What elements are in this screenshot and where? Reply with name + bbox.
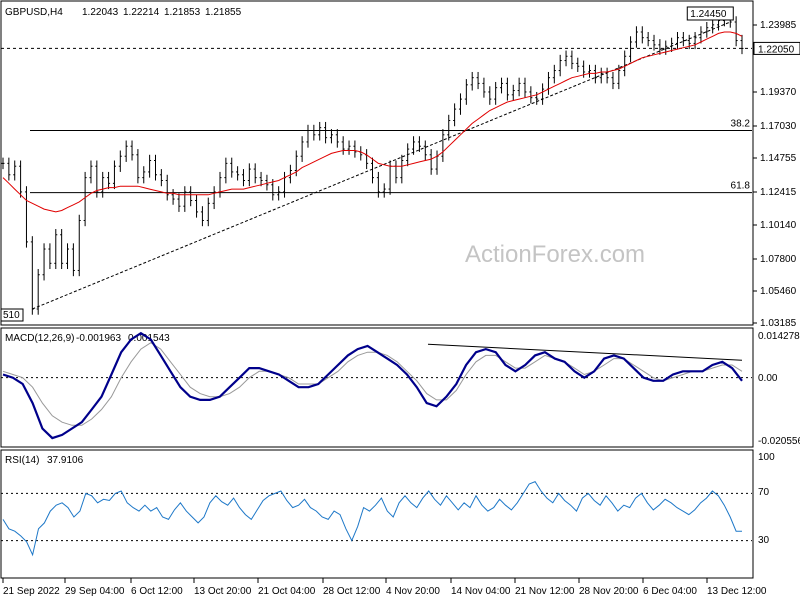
watermark: ActionForex.com (465, 241, 645, 268)
x-tick-label: 21 Oct 04:00 (258, 586, 316, 597)
x-tick-label: 14 Nov 04:00 (451, 586, 511, 597)
fib-level-label: 38.2 (731, 119, 751, 130)
rsi-label: RSI(14) (5, 455, 39, 466)
macd-tick-label: 0.00 (758, 373, 778, 384)
rsi-panel-frame (0, 449, 754, 579)
rsi-line (2, 480, 743, 557)
moving-average-line (2, 31, 743, 213)
x-tick-label: 13 Dec 12:00 (707, 586, 767, 597)
high-value: 1.22214 (123, 7, 160, 18)
macd-value: -0.001963 (76, 333, 121, 344)
x-tick-label: 13 Oct 20:00 (194, 586, 252, 597)
price-panel-frame (0, 0, 754, 326)
macd-line (2, 331, 743, 440)
x-tick-label: 28 Oct 12:00 (323, 586, 381, 597)
low-value: 1.21853 (164, 7, 201, 18)
rsi-header: RSI(14) 37.9106 (5, 455, 84, 466)
high-label: 1.24450 (690, 9, 727, 20)
low-label: 510 (3, 310, 20, 321)
close-value: 1.21855 (205, 7, 242, 18)
macd-trendline (427, 343, 743, 361)
current-price-tag (753, 41, 800, 55)
x-tick-label: 28 Nov 20:00 (579, 586, 639, 597)
price-tick-label: 1.10140 (760, 220, 797, 231)
high-label-box (686, 6, 734, 21)
symbol-label: GBPUSD,H4 (5, 7, 63, 18)
macd-tick-label: -0.020556 (758, 436, 800, 447)
price-trendline (32, 21, 731, 310)
macd-panel-frame (0, 327, 754, 448)
macd-signal-line (2, 342, 743, 426)
price-tick-label: 1.07800 (760, 254, 797, 265)
x-tick-label: 29 Sep 04:00 (65, 586, 125, 597)
rsi-value: 37.9106 (47, 455, 84, 466)
rsi-tick-label: 100 (758, 452, 775, 463)
rsi-tick-label: 30 (758, 535, 770, 546)
price-header: GBPUSD,H4 1.22043 1.22214 1.21853 1.2185… (5, 7, 242, 18)
price-tick-label: 1.03185 (760, 318, 797, 329)
price-tick-label: 1.05460 (760, 286, 797, 297)
rsi-tick-label: 70 (758, 487, 770, 498)
x-tick-label: 21 Nov 12:00 (515, 586, 575, 597)
price-series-layer: 38.2 61.8 1.24450 510 (0, 6, 752, 322)
x-tick-label: 21 Sep 2022 (3, 586, 60, 597)
macd-series-layer (1, 331, 752, 440)
axis-labels-layer: 1.23985 1.19370 1.17030 1.14755 1.12415 1.101… (2, 20, 800, 597)
low-label-box (0, 308, 24, 322)
rsi-series-layer (1, 480, 752, 557)
price-tick-label: 1.12415 (760, 187, 797, 198)
macd-label: MACD(12,26,9) (5, 333, 74, 344)
fib-level-label: 61.8 (731, 181, 751, 192)
macd-tick-label: 0.014278 (758, 331, 800, 342)
price-tick-label: 1.14755 (760, 153, 797, 164)
x-tick-label: 4 Nov 20:00 (386, 586, 440, 597)
x-tick-label: 6 Dec 04:00 (643, 586, 697, 597)
open-value: 1.22043 (82, 7, 119, 18)
price-tick-label: 1.19370 (760, 87, 797, 98)
current-price-tag-label: 1.22050 (758, 44, 795, 55)
x-tick-label: 6 Oct 12:00 (131, 586, 183, 597)
price-tick-label: 1.23985 (760, 20, 797, 31)
macd-header: MACD(12,26,9) -0.001963 0.001543 (5, 333, 170, 344)
price-tick-label: 1.17030 (760, 121, 797, 132)
